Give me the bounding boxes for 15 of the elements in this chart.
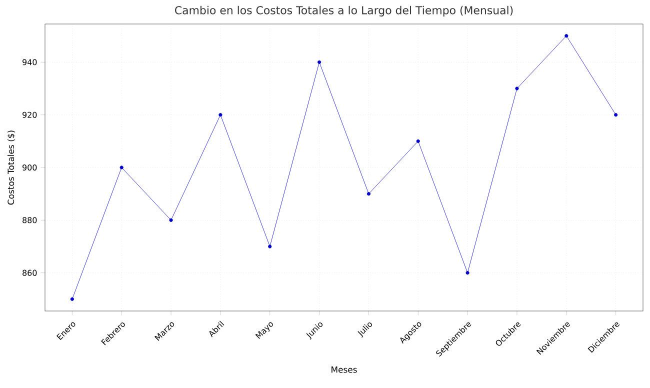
point: [317, 60, 322, 64]
point: [515, 86, 519, 90]
point: [70, 297, 74, 301]
point: [366, 192, 371, 196]
y-axis-title: Costos Totales ($): [7, 130, 16, 205]
x-axis-title: Meses: [332, 366, 357, 373]
point: [466, 271, 470, 275]
point: [564, 34, 568, 38]
point: [218, 113, 222, 117]
chart-title: Cambio en los Costos Totales a lo Largo del Tiempo (Mensual): [175, 6, 513, 16]
point: [268, 244, 272, 248]
point: [169, 218, 173, 222]
point: [416, 139, 420, 143]
point: [120, 166, 124, 170]
point: [614, 113, 618, 117]
